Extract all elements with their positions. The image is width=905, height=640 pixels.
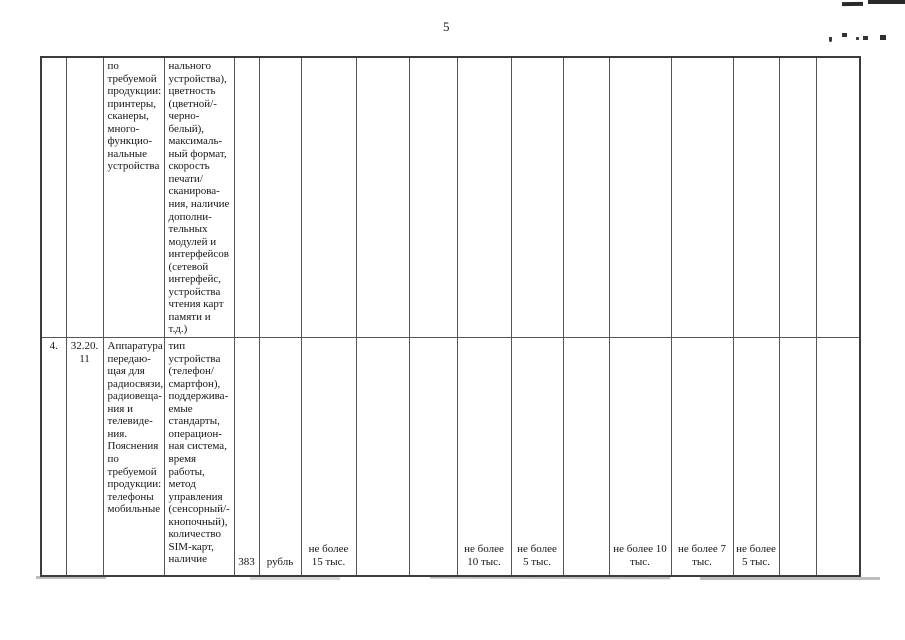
cell-r1-limit-9 bbox=[732, 56, 780, 339]
cell-r2-characteristics: тип устройства (телефон/ смартфон), подд… bbox=[163, 337, 235, 577]
cell-r2-okpd-code: 32.20. 11 bbox=[65, 337, 104, 577]
cell-r2-limit-2 bbox=[355, 337, 410, 577]
cell-r2-limit-11 bbox=[815, 337, 861, 577]
cell-r2-limit-8: не более 7 тыс. bbox=[670, 337, 734, 577]
table-row: 4. 32.20. 11 Аппаратура передаю- щая для… bbox=[40, 337, 861, 577]
cell-r2-limit-3 bbox=[408, 337, 458, 577]
cell-r1-limit-2 bbox=[355, 56, 410, 339]
cell-r2-limit-7: не более 10 тыс. bbox=[608, 337, 672, 577]
ink-speck-artifact bbox=[842, 33, 847, 37]
cell-r1-limit-5 bbox=[510, 56, 564, 339]
cell-r1-limit-10 bbox=[778, 56, 817, 339]
cell-r1-limit-11 bbox=[815, 56, 861, 339]
scan-smudge-artifact bbox=[250, 577, 340, 580]
ink-speck-artifact bbox=[856, 37, 859, 40]
cell-r2-limit-10 bbox=[778, 337, 817, 577]
cell-r1-limit-4 bbox=[456, 56, 512, 339]
cell-r2-limit-5: не более 5 тыс. bbox=[510, 337, 564, 577]
cell-r1-product-name: по требуемой продукции: принтеры, сканер… bbox=[102, 56, 165, 339]
ink-speck-artifact bbox=[829, 37, 832, 42]
cell-r2-unit-code: 383 bbox=[233, 337, 260, 577]
cell-r1-unit-name bbox=[258, 56, 302, 339]
cell-r2-product-name: Аппаратура передаю- щая для радиосвязи, … bbox=[102, 337, 165, 577]
cell-r2-limit-1: не более 15 тыс. bbox=[300, 337, 357, 577]
cell-r2-limit-6 bbox=[562, 337, 610, 577]
cell-r1-limit-1 bbox=[300, 56, 357, 339]
cell-r1-okpd-code bbox=[65, 56, 104, 339]
cell-r2-limit-9: не более 5 тыс. bbox=[732, 337, 780, 577]
cell-r1-characteristics: нального устройства), цветность (цветной… bbox=[163, 56, 235, 339]
scan-smudge-artifact bbox=[36, 576, 106, 579]
page-number: 5 bbox=[443, 19, 450, 34]
scan-corner-artifact bbox=[841, 1, 864, 7]
cell-r1-limit-6 bbox=[562, 56, 610, 339]
cell-r1-limit-7 bbox=[608, 56, 672, 339]
cell-r1-limit-3 bbox=[408, 56, 458, 339]
cell-r2-limit-4: не более 10 тыс. bbox=[456, 337, 512, 577]
cell-r1-unit-code bbox=[233, 56, 260, 339]
cell-r2-unit-name: рубль bbox=[258, 337, 302, 577]
scan-smudge-artifact bbox=[700, 577, 880, 580]
procurement-table: по требуемой продукции: принтеры, сканер… bbox=[40, 56, 861, 577]
cell-r1-row-number bbox=[40, 56, 67, 339]
cell-r1-limit-8 bbox=[670, 56, 734, 339]
scan-corner-artifact bbox=[868, 0, 905, 4]
ink-speck-artifact bbox=[880, 35, 886, 40]
cell-r2-row-number: 4. bbox=[40, 337, 67, 577]
ink-speck-artifact bbox=[863, 36, 868, 40]
table-row: по требуемой продукции: принтеры, сканер… bbox=[40, 56, 861, 339]
